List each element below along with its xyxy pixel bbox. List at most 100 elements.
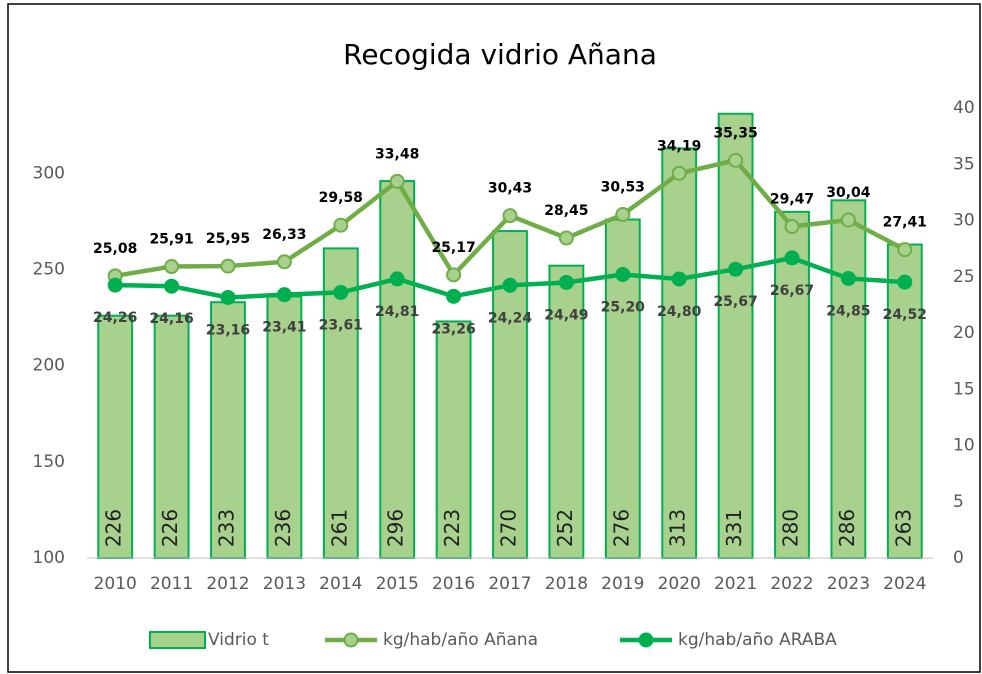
legend-swatch xyxy=(149,631,206,649)
point xyxy=(502,208,518,224)
bar-value-label: 296 xyxy=(384,509,408,547)
data-label: 24,49 xyxy=(544,307,588,323)
x-tick-label: 2023 xyxy=(827,574,870,594)
point xyxy=(897,242,913,258)
bar-value-label: 236 xyxy=(271,509,295,547)
y2-tick-label: 30 xyxy=(953,211,975,231)
y-tick-label: 250 xyxy=(33,260,65,280)
point xyxy=(615,267,631,282)
point xyxy=(728,261,744,277)
y2-tick-label: 15 xyxy=(953,379,975,399)
y-tick-label: 100 xyxy=(33,548,65,568)
data-label: 30,43 xyxy=(488,181,532,197)
legend-label: kg/hab/año Añana xyxy=(383,630,538,650)
point xyxy=(276,287,292,303)
x-tick-label: 2010 xyxy=(94,574,137,594)
bar xyxy=(210,301,246,559)
x-tick-label: 2015 xyxy=(376,574,419,594)
data-label: 25,67 xyxy=(713,294,757,310)
y2-tick-label: 25 xyxy=(953,267,975,287)
data-label: 27,41 xyxy=(883,215,927,231)
data-label: 28,45 xyxy=(544,203,588,219)
x-tick-label: 2014 xyxy=(319,574,362,594)
data-label: 24,52 xyxy=(883,307,927,323)
bar xyxy=(661,147,698,559)
point xyxy=(615,207,631,223)
point xyxy=(333,284,349,300)
bar xyxy=(830,199,867,560)
y-tick-label: 200 xyxy=(33,356,65,376)
x-tick-label: 2020 xyxy=(658,574,701,594)
y2-tick-label: 5 xyxy=(953,492,964,512)
point xyxy=(502,277,518,293)
data-label: 25,91 xyxy=(149,232,193,248)
point xyxy=(389,271,405,287)
data-label: 25,95 xyxy=(206,231,250,247)
x-tick-label: 2011 xyxy=(150,574,193,594)
y2-tick-label: 20 xyxy=(953,323,975,343)
data-label: 24,16 xyxy=(149,311,193,327)
data-label: 23,16 xyxy=(206,322,250,338)
bar-value-label: 252 xyxy=(553,509,577,547)
data-label: 23,26 xyxy=(431,321,475,337)
point xyxy=(728,152,744,168)
bar-value-label: 280 xyxy=(779,509,803,547)
y2-tick-label: 35 xyxy=(953,154,975,174)
x-tick-label: 2022 xyxy=(770,574,813,594)
data-label: 30,04 xyxy=(826,185,871,201)
x-tick-label: 2024 xyxy=(883,574,926,594)
point xyxy=(784,250,800,266)
data-label: 35,35 xyxy=(713,125,757,141)
chart-title: Recogida vidrio Añana xyxy=(343,38,657,71)
legend-marker xyxy=(638,632,654,648)
data-label: 30,53 xyxy=(601,180,645,196)
bar-value-label: 223 xyxy=(440,509,464,547)
point xyxy=(107,277,123,293)
data-label: 24,26 xyxy=(93,310,137,326)
legend-label: kg/hab/año ARABA xyxy=(678,630,837,650)
point xyxy=(840,212,856,228)
point xyxy=(446,288,462,304)
bar-value-label: 313 xyxy=(666,509,690,547)
x-tick-label: 2019 xyxy=(601,574,644,594)
bar-value-label: 276 xyxy=(609,509,633,547)
data-label: 29,47 xyxy=(770,191,814,207)
x-tick-label: 2017 xyxy=(488,574,531,594)
bar xyxy=(774,210,810,559)
point xyxy=(389,173,405,189)
x-tick-label: 2013 xyxy=(263,574,306,594)
point xyxy=(784,218,800,234)
point xyxy=(220,258,236,274)
y-tick-label: 300 xyxy=(33,163,65,183)
x-tick-label: 2021 xyxy=(714,574,757,594)
y2-tick-label: 0 xyxy=(953,548,964,568)
point xyxy=(446,267,462,283)
point xyxy=(840,270,856,286)
point xyxy=(558,274,574,290)
data-label: 24,80 xyxy=(657,304,702,320)
bar-value-label: 286 xyxy=(835,509,859,547)
point xyxy=(671,271,687,287)
bar xyxy=(886,243,923,560)
x-tick-label: 2018 xyxy=(545,574,588,594)
data-label: 34,19 xyxy=(657,138,701,154)
data-label: 33,48 xyxy=(375,146,419,162)
point xyxy=(558,230,574,246)
bar-value-label: 261 xyxy=(327,509,351,547)
x-tick-label: 2016 xyxy=(432,574,475,594)
data-label: 24,81 xyxy=(375,304,419,320)
point xyxy=(671,165,687,181)
point xyxy=(220,289,236,305)
bar xyxy=(322,247,359,559)
point xyxy=(276,254,292,270)
y-tick-label: 150 xyxy=(33,452,65,472)
data-label: 25,08 xyxy=(93,241,137,257)
data-label: 29,58 xyxy=(319,190,363,206)
point xyxy=(897,274,913,290)
data-label: 24,85 xyxy=(826,303,870,319)
data-label: 23,41 xyxy=(262,320,306,336)
legend-label: Vidrio t xyxy=(208,630,269,650)
bar-value-label: 226 xyxy=(158,509,182,547)
point xyxy=(333,217,349,233)
